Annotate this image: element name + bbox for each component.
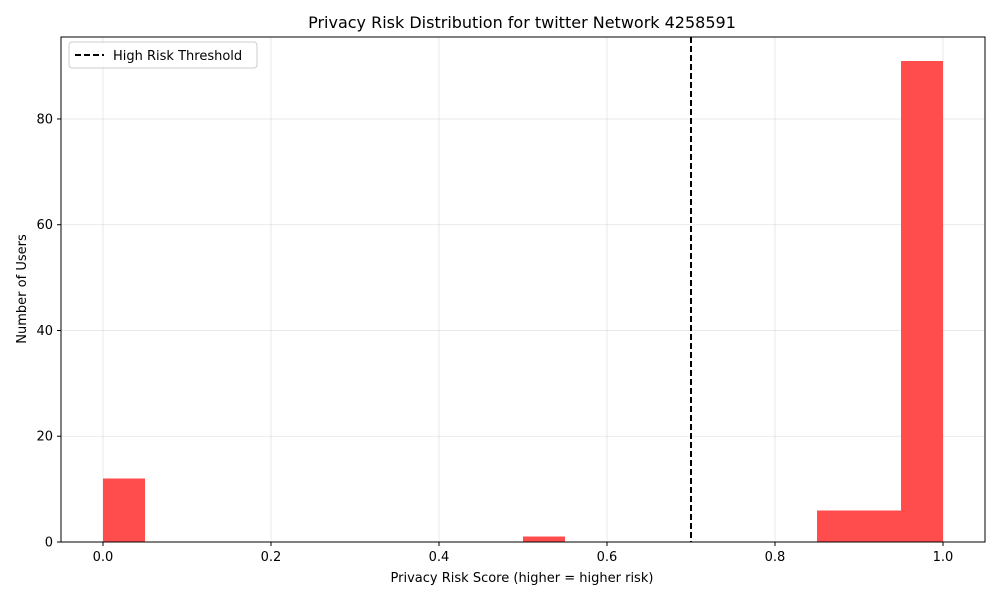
- x-tick-label: 0.4: [429, 550, 450, 565]
- x-tick-label: 0.6: [597, 550, 618, 565]
- x-axis-ticks: 0.0 0.2 0.4 0.6 0.8 1.0: [93, 542, 954, 565]
- histogram-bar: [103, 478, 145, 542]
- plot-frame: [60, 36, 986, 543]
- y-axis-ticks: 0 20 40 60 80: [36, 112, 61, 551]
- y-tick-label: 60: [36, 218, 53, 233]
- histogram-bar: [901, 60, 943, 543]
- x-tick-label: 0.8: [765, 550, 786, 565]
- histogram-bars: [103, 60, 943, 543]
- legend-box: [68, 41, 258, 69]
- y-axis-label: Number of Users: [15, 234, 30, 344]
- x-tick-label: 0.2: [261, 550, 282, 565]
- histogram-bar: [859, 510, 901, 542]
- x-tick-label: 1.0: [933, 550, 954, 565]
- y-tick-label: 0: [45, 536, 53, 551]
- histogram-bar: [817, 510, 859, 542]
- plot-area: 0.0 0.2 0.4 0.6 0.8 1.0 0 20 40 60 80: [36, 36, 986, 565]
- legend: High Risk Threshold: [68, 41, 258, 69]
- legend-threshold-label: High Risk Threshold: [113, 49, 242, 64]
- histogram-bar: [523, 536, 565, 542]
- y-tick-label: 40: [36, 324, 53, 339]
- x-axis-label: Privacy Risk Score (higher = higher risk…: [391, 571, 654, 586]
- y-tick-label: 20: [36, 430, 53, 445]
- chart-title: Privacy Risk Distribution for twitter Ne…: [308, 13, 736, 32]
- y-tick-label: 80: [36, 112, 53, 127]
- x-tick-label: 0.0: [93, 550, 114, 565]
